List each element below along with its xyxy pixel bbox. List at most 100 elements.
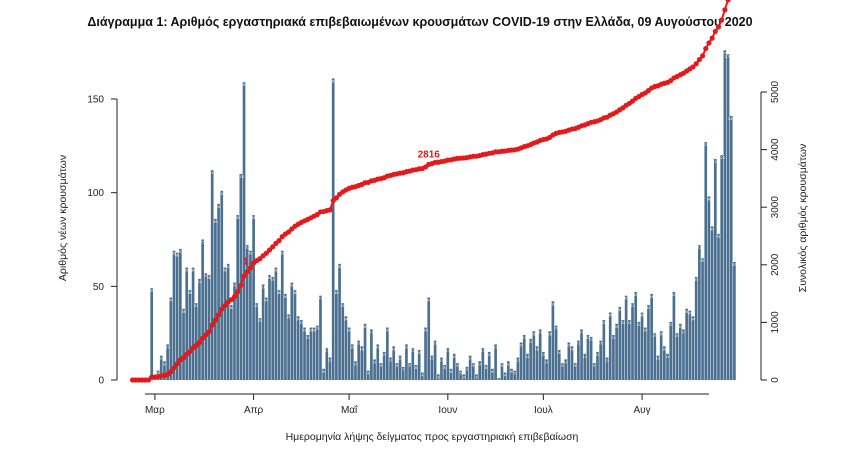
bar-data-label: 12 — [388, 359, 392, 363]
bar — [554, 325, 558, 380]
bar-data-label: 78 — [716, 235, 720, 239]
bar-data-label: 30 — [614, 325, 618, 329]
bar — [545, 359, 548, 380]
bar-data-label: 19 — [350, 345, 354, 349]
bar-data-label: 60 — [274, 269, 278, 273]
bar-data-label: 15 — [541, 353, 545, 357]
bar-data-label: 141 — [728, 117, 735, 121]
bar — [427, 297, 431, 380]
bar-data-label: 39 — [618, 308, 622, 312]
bar-data-label: 19 — [165, 345, 169, 349]
bar — [522, 335, 526, 380]
bar — [293, 290, 297, 380]
bar-data-label: 27 — [369, 330, 373, 334]
bar — [322, 368, 325, 380]
bar — [194, 303, 198, 380]
bar — [602, 320, 606, 380]
bar-data-label: 19 — [493, 345, 497, 349]
bar-data-label: 30 — [363, 325, 367, 329]
bar-data-label: 9 — [574, 364, 576, 368]
bar-data-label: 32 — [627, 321, 631, 325]
bar — [481, 348, 485, 380]
bar — [363, 323, 367, 380]
bar — [350, 344, 354, 380]
bar-data-label: 15 — [382, 353, 386, 357]
cumulative-point — [209, 322, 215, 328]
bar-data-label: 68 — [175, 254, 179, 258]
bar-data-label: 17 — [446, 349, 450, 353]
bar — [214, 218, 217, 380]
cumulative-point — [193, 343, 199, 349]
bar — [456, 363, 459, 380]
bar — [707, 196, 711, 380]
x-tick-label: Μαΐ — [341, 404, 358, 416]
bar-data-label: 45 — [624, 297, 628, 301]
bar-data-label: 10 — [506, 362, 510, 366]
bar-data-label: 36 — [640, 314, 644, 318]
cumulative-point — [715, 24, 722, 30]
bar — [592, 363, 596, 380]
bar-data-label: 10 — [477, 362, 481, 366]
bar-data-label: 21 — [598, 342, 602, 346]
bar — [580, 329, 583, 380]
bar — [535, 346, 539, 380]
bar — [271, 276, 275, 380]
bar-data-label: 52 — [232, 284, 236, 288]
bar-data-label: 3 — [437, 375, 439, 379]
bar — [370, 329, 373, 380]
bar — [440, 357, 443, 380]
bar-data-label: 94 — [216, 205, 221, 209]
bar — [717, 233, 720, 380]
bar — [373, 359, 376, 380]
bar — [538, 329, 542, 380]
cumulative-series — [129, 0, 731, 383]
bar — [650, 293, 653, 380]
bar-data-label: 4 — [421, 374, 424, 378]
bar — [347, 327, 351, 380]
bar-data-label: 13 — [398, 357, 402, 361]
bar-data-label: 32 — [602, 321, 606, 325]
cumulative-point — [693, 61, 699, 67]
bar — [166, 344, 169, 380]
bar-data-label: 4 — [504, 374, 507, 378]
bar-data-label: 28 — [423, 329, 427, 333]
bar-data-label: 30 — [678, 325, 682, 329]
bar — [360, 346, 364, 380]
cumulative-point — [699, 53, 706, 59]
x-axis: Μαρ Απρ Μαΐ Ιουν Ιουλ Αυγ — [145, 394, 651, 416]
cumulative-point — [719, 17, 725, 23]
bar — [150, 288, 154, 380]
y-right-tick-label: 2000 — [770, 253, 781, 276]
bar — [338, 263, 341, 380]
bar — [236, 215, 240, 380]
bar — [548, 331, 552, 380]
cumulative-point — [231, 294, 238, 300]
bar — [570, 346, 574, 380]
bar-data-label: 21 — [356, 342, 360, 346]
bar-data-label: 18 — [570, 347, 574, 351]
bar-data-label: 26 — [532, 332, 536, 336]
bar-data-label: 98 — [707, 197, 711, 201]
cumulative-point — [276, 238, 282, 244]
bar — [618, 306, 622, 380]
bar — [443, 365, 446, 380]
cumulative-point — [235, 289, 241, 295]
bar — [513, 370, 517, 380]
bar-data-label: 3 — [475, 375, 477, 379]
bar — [503, 372, 507, 380]
bar-data-label: 6 — [510, 370, 512, 374]
bar-data-label: 18 — [360, 347, 364, 351]
bar-data-label: 11 — [544, 360, 548, 364]
bar-data-label: 176 — [722, 51, 729, 55]
bar — [529, 338, 532, 380]
bar — [542, 351, 545, 380]
bar — [341, 303, 345, 380]
bar — [401, 366, 405, 380]
bar-data-label: 13 — [656, 357, 660, 361]
cumulative-point — [709, 35, 715, 41]
cumulative-point — [171, 365, 177, 371]
cumulative-point — [327, 207, 333, 213]
bar — [277, 290, 281, 380]
bar-data-label: 18 — [662, 347, 666, 351]
